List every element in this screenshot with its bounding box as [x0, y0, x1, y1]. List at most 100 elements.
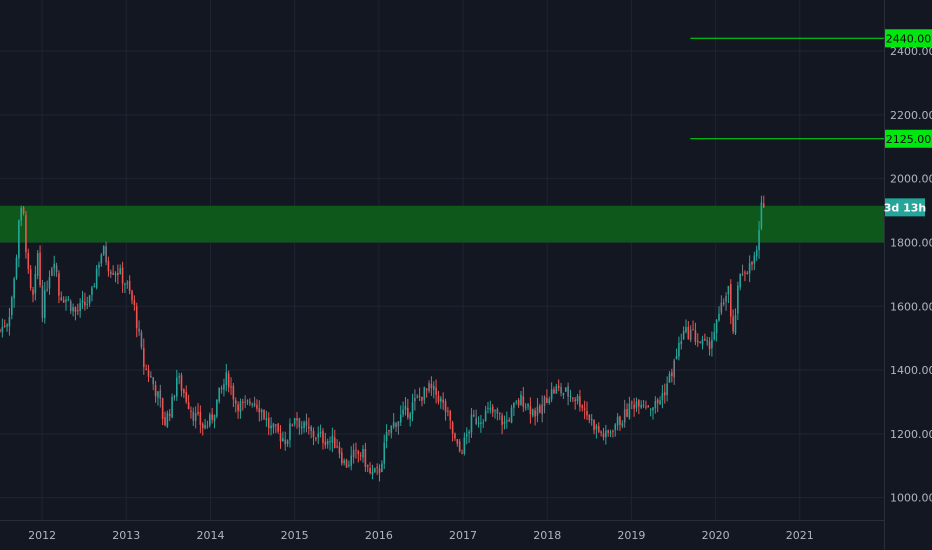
candle-body [112, 273, 114, 275]
candle-body [173, 395, 176, 398]
candle-body [576, 396, 579, 402]
candle-body [345, 460, 348, 468]
candle-body [430, 383, 433, 389]
candle-body [663, 392, 666, 396]
candle-body [324, 441, 327, 445]
candle-body [539, 405, 541, 413]
candle-body [119, 268, 122, 274]
candle-body [362, 449, 364, 458]
candle-body [404, 406, 407, 410]
candle-body [678, 342, 680, 357]
candle-body [267, 417, 270, 429]
x-tick-label-5: 2017 [449, 529, 477, 542]
candle-body [329, 441, 331, 443]
candle-body [178, 376, 180, 378]
candle-body [121, 267, 124, 284]
y-tick-label-5: 2000.00 [890, 173, 932, 186]
candle-body [176, 377, 178, 397]
y-tick-label-4: 1800.00 [890, 236, 932, 249]
candle-body [128, 281, 131, 292]
candle-body [232, 385, 235, 400]
candle-body [190, 410, 192, 412]
candle-body [503, 421, 506, 424]
candle-body [600, 431, 602, 433]
candle-body [727, 285, 730, 295]
candle-body [159, 390, 162, 399]
x-tick-label-9: 2021 [786, 529, 814, 542]
candle-body [13, 278, 15, 299]
candle-body [341, 452, 343, 464]
candle-body [48, 277, 51, 289]
x-tick-label-8: 2020 [702, 529, 730, 542]
candle-body [748, 263, 751, 274]
candle-body [741, 273, 744, 275]
candle-body [711, 339, 713, 349]
candle-body [654, 400, 657, 409]
candle-body [656, 399, 659, 404]
candle-body [701, 339, 704, 345]
candle-body [388, 430, 390, 432]
candle-body [355, 449, 357, 451]
candle-body [185, 392, 188, 402]
candle-body [642, 404, 645, 406]
candle-body [234, 400, 237, 404]
candle-body [704, 339, 706, 341]
candle-body [418, 396, 421, 398]
candle-body [352, 450, 355, 458]
candle-body [489, 408, 492, 410]
candle-body [722, 302, 725, 305]
candle-body [411, 402, 414, 415]
candle-body [666, 383, 668, 396]
candle-body [218, 387, 221, 402]
candle-body [58, 273, 60, 296]
candle-body [687, 326, 690, 340]
candle-body [583, 408, 586, 410]
candle-body [303, 422, 305, 428]
candle-body [421, 396, 423, 401]
candle-body [53, 263, 56, 269]
candle-body [715, 320, 718, 334]
candle-body [192, 411, 195, 421]
candle-body [508, 419, 510, 422]
candle-body [425, 388, 428, 390]
candle-body [79, 302, 81, 312]
candle-body [510, 407, 513, 423]
candle-body [133, 300, 136, 305]
candle-body [357, 450, 360, 455]
candlestick-series [0, 195, 765, 482]
candle-body [515, 401, 518, 403]
candle-body [15, 257, 18, 279]
x-tick-label-3: 2015 [281, 529, 309, 542]
candle-body [569, 395, 572, 398]
countdown-label: 3d 13h [884, 201, 927, 214]
candle-body [369, 467, 371, 473]
candle-body [444, 401, 447, 412]
candle-body [671, 372, 673, 376]
candle-body [239, 401, 242, 413]
candle-body [91, 287, 93, 295]
candle-body [105, 246, 107, 262]
candle-body [501, 415, 503, 425]
candle-body [251, 403, 254, 405]
x-tick-label-2: 2014 [196, 529, 224, 542]
candle-body [310, 426, 312, 432]
target-lines-layer [690, 37, 884, 140]
target-tag-label-0: 2440.00 [886, 32, 932, 45]
target-tag-0 [885, 29, 932, 48]
candle-body [520, 394, 522, 406]
candle-body [154, 385, 157, 397]
candle-body [29, 269, 32, 289]
candle-body [628, 403, 631, 419]
candle-body [423, 387, 426, 400]
candle-body [157, 391, 159, 398]
candle-body [343, 460, 345, 464]
candle-body [680, 341, 683, 345]
candle-body [621, 423, 624, 426]
candle-body [86, 304, 89, 306]
candle-body [463, 437, 466, 454]
candle-body [567, 386, 569, 397]
candle-body [142, 347, 145, 368]
candle-body [480, 422, 482, 424]
candle-body [534, 410, 536, 417]
